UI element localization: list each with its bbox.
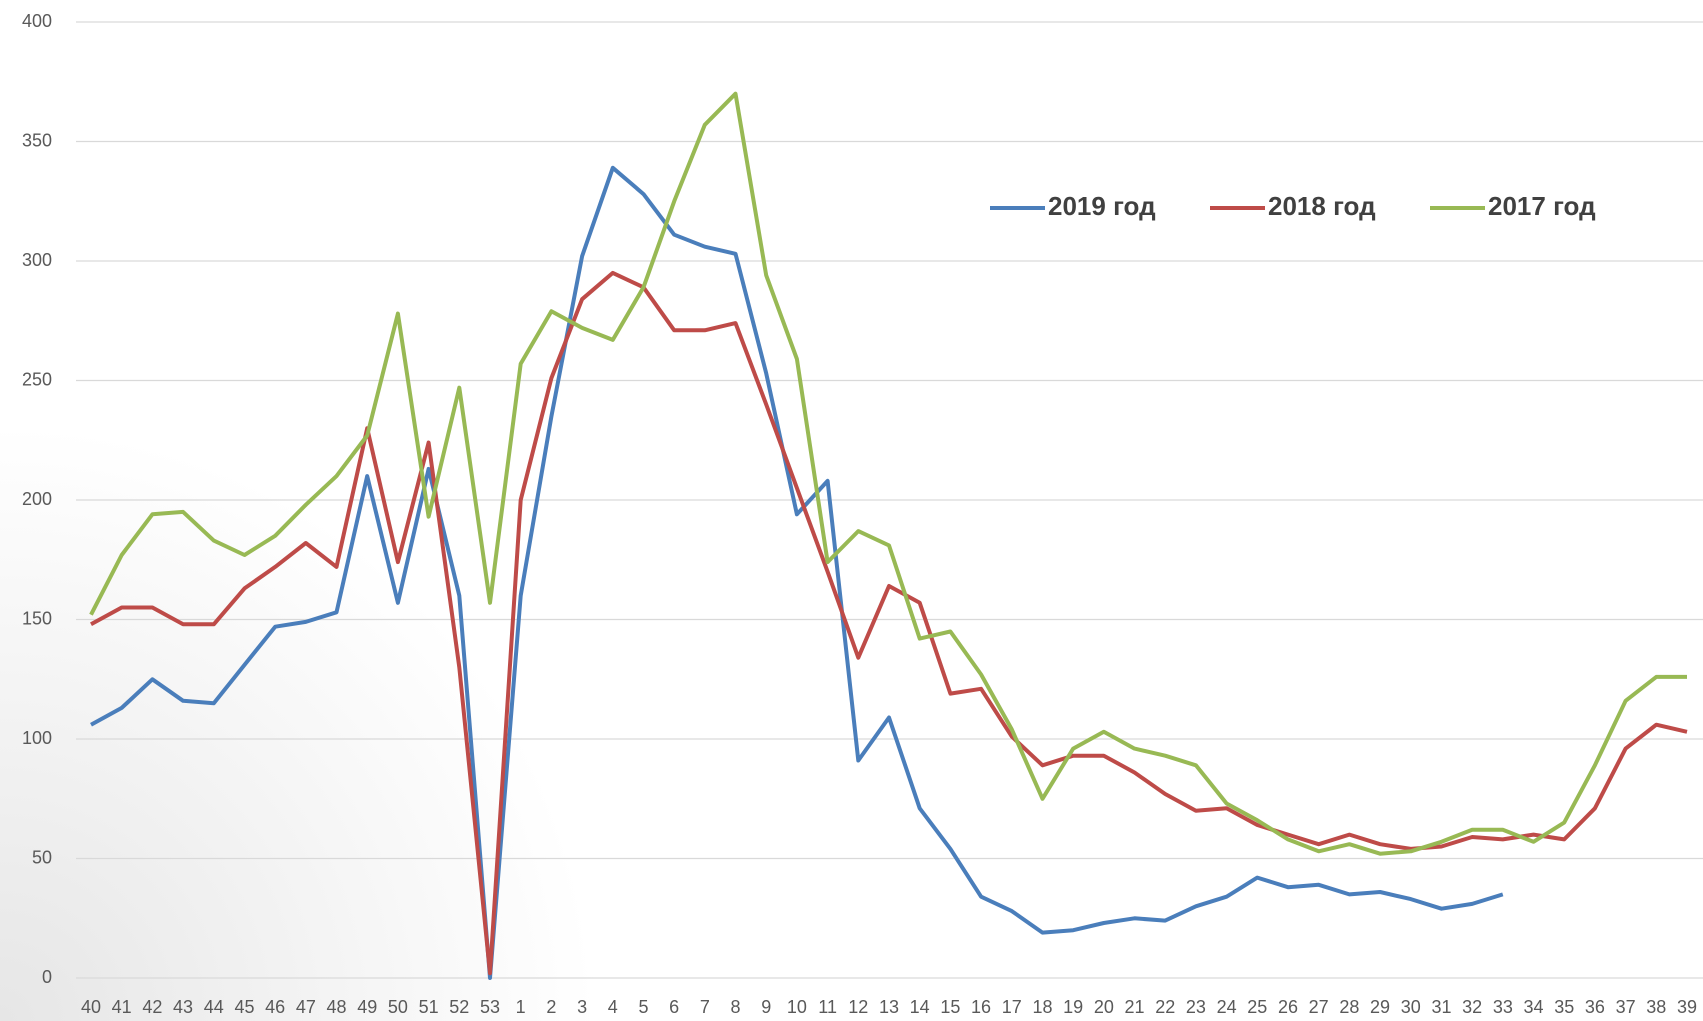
x-tick-label: 28: [1339, 997, 1359, 1017]
x-tick-label: 51: [419, 997, 439, 1017]
x-tick-label: 13: [879, 997, 899, 1017]
x-tick-label: 25: [1247, 997, 1267, 1017]
x-tick-label: 12: [848, 997, 868, 1017]
x-tick-label: 37: [1616, 997, 1636, 1017]
x-tick-label: 2: [546, 997, 556, 1017]
line-series: [90, 270, 1688, 976]
x-tick-label: 5: [638, 997, 648, 1017]
legend-label: 2017 год: [1488, 191, 1596, 221]
y-tick-label: 400: [22, 11, 52, 31]
x-tick-label: 1: [516, 997, 526, 1017]
legend-label: 2019 год: [1048, 191, 1156, 221]
x-tick-label: 8: [731, 997, 741, 1017]
x-tick-label: 14: [910, 997, 930, 1017]
x-tick-label: 46: [265, 997, 285, 1017]
x-tick-label: 53: [480, 997, 500, 1017]
x-tick-label: 49: [357, 997, 377, 1017]
x-tick-label: 6: [669, 997, 679, 1017]
x-tick-label: 27: [1309, 997, 1329, 1017]
x-tick-label: 31: [1431, 997, 1451, 1017]
x-tick-label: 17: [1002, 997, 1022, 1017]
x-tick-label: 35: [1554, 997, 1574, 1017]
y-tick-label: 0: [42, 967, 52, 987]
x-tick-label: 42: [142, 997, 162, 1017]
x-tick-label: 40: [81, 997, 101, 1017]
x-tick-label: 4: [608, 997, 618, 1017]
y-tick-label: 150: [22, 608, 52, 628]
y-tick-label: 300: [22, 250, 52, 270]
x-tick-label: 39: [1677, 997, 1697, 1017]
x-tick-label: 3: [577, 997, 587, 1017]
x-tick-label: 30: [1401, 997, 1421, 1017]
x-tick-label: 15: [940, 997, 960, 1017]
x-tick-label: 20: [1094, 997, 1114, 1017]
x-tick-label: 41: [112, 997, 132, 1017]
x-tick-label: 43: [173, 997, 193, 1017]
x-tick-label: 23: [1186, 997, 1206, 1017]
y-tick-label: 100: [22, 728, 52, 748]
x-tick-label: 32: [1462, 997, 1482, 1017]
x-tick-label: 10: [787, 997, 807, 1017]
x-tick-label: 29: [1370, 997, 1390, 1017]
x-tick-label: 18: [1032, 997, 1052, 1017]
x-tick-label: 9: [761, 997, 771, 1017]
x-tick-label: 48: [327, 997, 347, 1017]
y-tick-label: 50: [32, 847, 52, 867]
x-tick-label: 45: [234, 997, 254, 1017]
y-tick-label: 250: [22, 369, 52, 389]
line-series: [89, 91, 1687, 856]
y-tick-label: 200: [22, 489, 52, 509]
x-tick-label: 50: [388, 997, 408, 1017]
x-tick-label: 52: [449, 997, 469, 1017]
line-series: [90, 165, 1504, 980]
x-tick-label: 21: [1125, 997, 1145, 1017]
x-tick-label: 7: [700, 997, 710, 1017]
legend-label: 2018 год: [1268, 191, 1376, 221]
x-tick-label: 24: [1217, 997, 1237, 1017]
x-tick-label: 19: [1063, 997, 1083, 1017]
x-tick-label: 47: [296, 997, 316, 1017]
x-tick-label: 38: [1646, 997, 1666, 1017]
x-tick-label: 34: [1524, 997, 1544, 1017]
x-tick-label: 22: [1155, 997, 1175, 1017]
x-tick-label: 44: [204, 997, 224, 1017]
x-tick-label: 26: [1278, 997, 1298, 1017]
x-tick-label: 33: [1493, 997, 1513, 1017]
x-tick-label: 36: [1585, 997, 1605, 1017]
y-tick-label: 350: [22, 130, 52, 150]
x-tick-label: 11: [818, 997, 837, 1017]
x-tick-label: 16: [971, 997, 991, 1017]
